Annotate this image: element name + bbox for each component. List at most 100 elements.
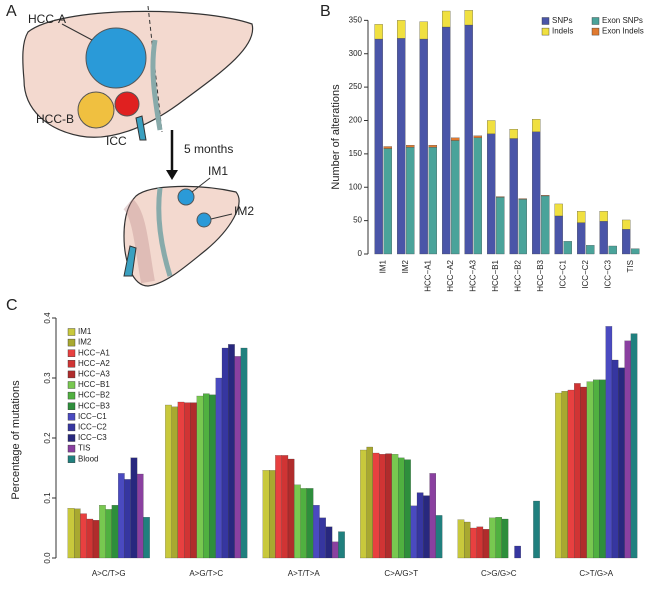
legend-label: TIS — [78, 444, 90, 453]
y-tick-label: 150 — [349, 149, 363, 158]
vessel — [150, 39, 163, 131]
bar — [476, 526, 484, 559]
x-tick-label: HCC−A1 — [423, 259, 432, 291]
bar — [495, 517, 503, 559]
bar — [67, 508, 75, 559]
bar — [240, 347, 248, 559]
y-tick-label: 100 — [349, 182, 363, 191]
legend-swatch — [541, 27, 550, 36]
y-tick-label: 0.3 — [43, 372, 52, 384]
legend-label: HCC−A3 — [78, 370, 110, 379]
bar — [423, 495, 430, 559]
x-tick-label: HCC−B3 — [536, 259, 545, 291]
x-tick-label: HCC−B2 — [513, 259, 522, 291]
bar — [124, 479, 131, 559]
bar — [630, 333, 638, 559]
bar-segment — [383, 148, 393, 255]
bar-segment — [532, 131, 541, 255]
bar-segment — [428, 145, 438, 148]
bar — [262, 470, 270, 559]
y-tick-label: 350 — [349, 15, 363, 24]
legend-label: HCC−A1 — [78, 348, 110, 357]
bar — [177, 401, 185, 559]
bar-segment — [374, 24, 383, 40]
bar — [281, 455, 289, 559]
bar-segment — [541, 195, 550, 197]
bar-segment — [577, 222, 586, 255]
bar — [86, 518, 94, 559]
bar-segment — [406, 145, 415, 148]
bar-segment — [486, 120, 496, 134]
bar-segment — [509, 138, 518, 255]
x-tick-label: ICC−C1 — [558, 259, 567, 288]
metastasis-label: IM2 — [234, 204, 254, 218]
bar — [555, 392, 562, 559]
x-tick-label: C>A/G>T — [384, 569, 418, 578]
bar-segment — [374, 38, 383, 255]
bar-segment — [441, 10, 451, 28]
bar-segment — [631, 248, 640, 255]
bar — [618, 367, 625, 559]
bar — [470, 527, 477, 559]
arrow-head — [166, 170, 178, 180]
legend-label: ICC−C3 — [78, 433, 107, 442]
bar — [416, 492, 424, 559]
bar-segment — [622, 229, 631, 255]
bar — [391, 454, 399, 559]
bar-segment — [441, 26, 451, 255]
tumor — [114, 91, 140, 117]
bar — [275, 455, 282, 559]
x-tick-label: A>C/T>G — [92, 569, 126, 578]
legend-swatch — [591, 27, 600, 36]
legend-swatch — [67, 444, 76, 453]
x-tick-label: C>T/G>A — [579, 569, 613, 578]
y-tick-label: 0.0 — [43, 552, 52, 564]
bar — [300, 488, 308, 559]
tumor — [77, 91, 115, 129]
tumor — [85, 27, 147, 89]
bar — [561, 391, 568, 559]
panel-label: B — [320, 3, 331, 20]
legend-swatch — [67, 349, 76, 357]
bar — [234, 356, 242, 559]
y-tick-label: 300 — [349, 49, 363, 58]
x-tick-label: C>G/G>C — [481, 569, 517, 578]
panel-label: C — [6, 297, 18, 314]
legend-label: IM2 — [78, 338, 92, 347]
bar — [372, 452, 380, 559]
bar-segment — [599, 221, 608, 255]
legend-swatch — [541, 17, 550, 25]
bar — [228, 344, 235, 559]
bar — [464, 521, 471, 559]
bar — [429, 473, 437, 559]
bar — [209, 394, 216, 559]
bar-segment — [577, 211, 586, 223]
bar — [586, 381, 594, 559]
bar — [325, 526, 333, 559]
metastasis — [196, 212, 212, 228]
bar — [196, 395, 204, 559]
y-tick-label: 50 — [353, 216, 362, 225]
bar — [410, 505, 418, 559]
x-tick-label: ICC−C2 — [581, 259, 590, 288]
bar-segment — [428, 147, 438, 255]
legend-swatch — [67, 402, 76, 410]
bar — [567, 389, 575, 559]
x-tick-label: IM2 — [401, 259, 410, 273]
bar — [599, 379, 606, 559]
metastasis — [177, 188, 195, 206]
bar — [457, 519, 465, 559]
bar — [404, 459, 411, 559]
legend-swatch — [67, 434, 76, 442]
x-tick-label: HCC−A3 — [468, 259, 477, 291]
bar-segment — [419, 38, 428, 255]
bar — [482, 529, 490, 559]
bar — [435, 515, 443, 559]
y-tick-label: 0.1 — [43, 492, 52, 504]
bar — [379, 454, 386, 559]
bar-segment — [473, 135, 483, 138]
liver-small — [123, 185, 240, 287]
bar-segment — [554, 203, 563, 217]
bar — [190, 402, 197, 559]
